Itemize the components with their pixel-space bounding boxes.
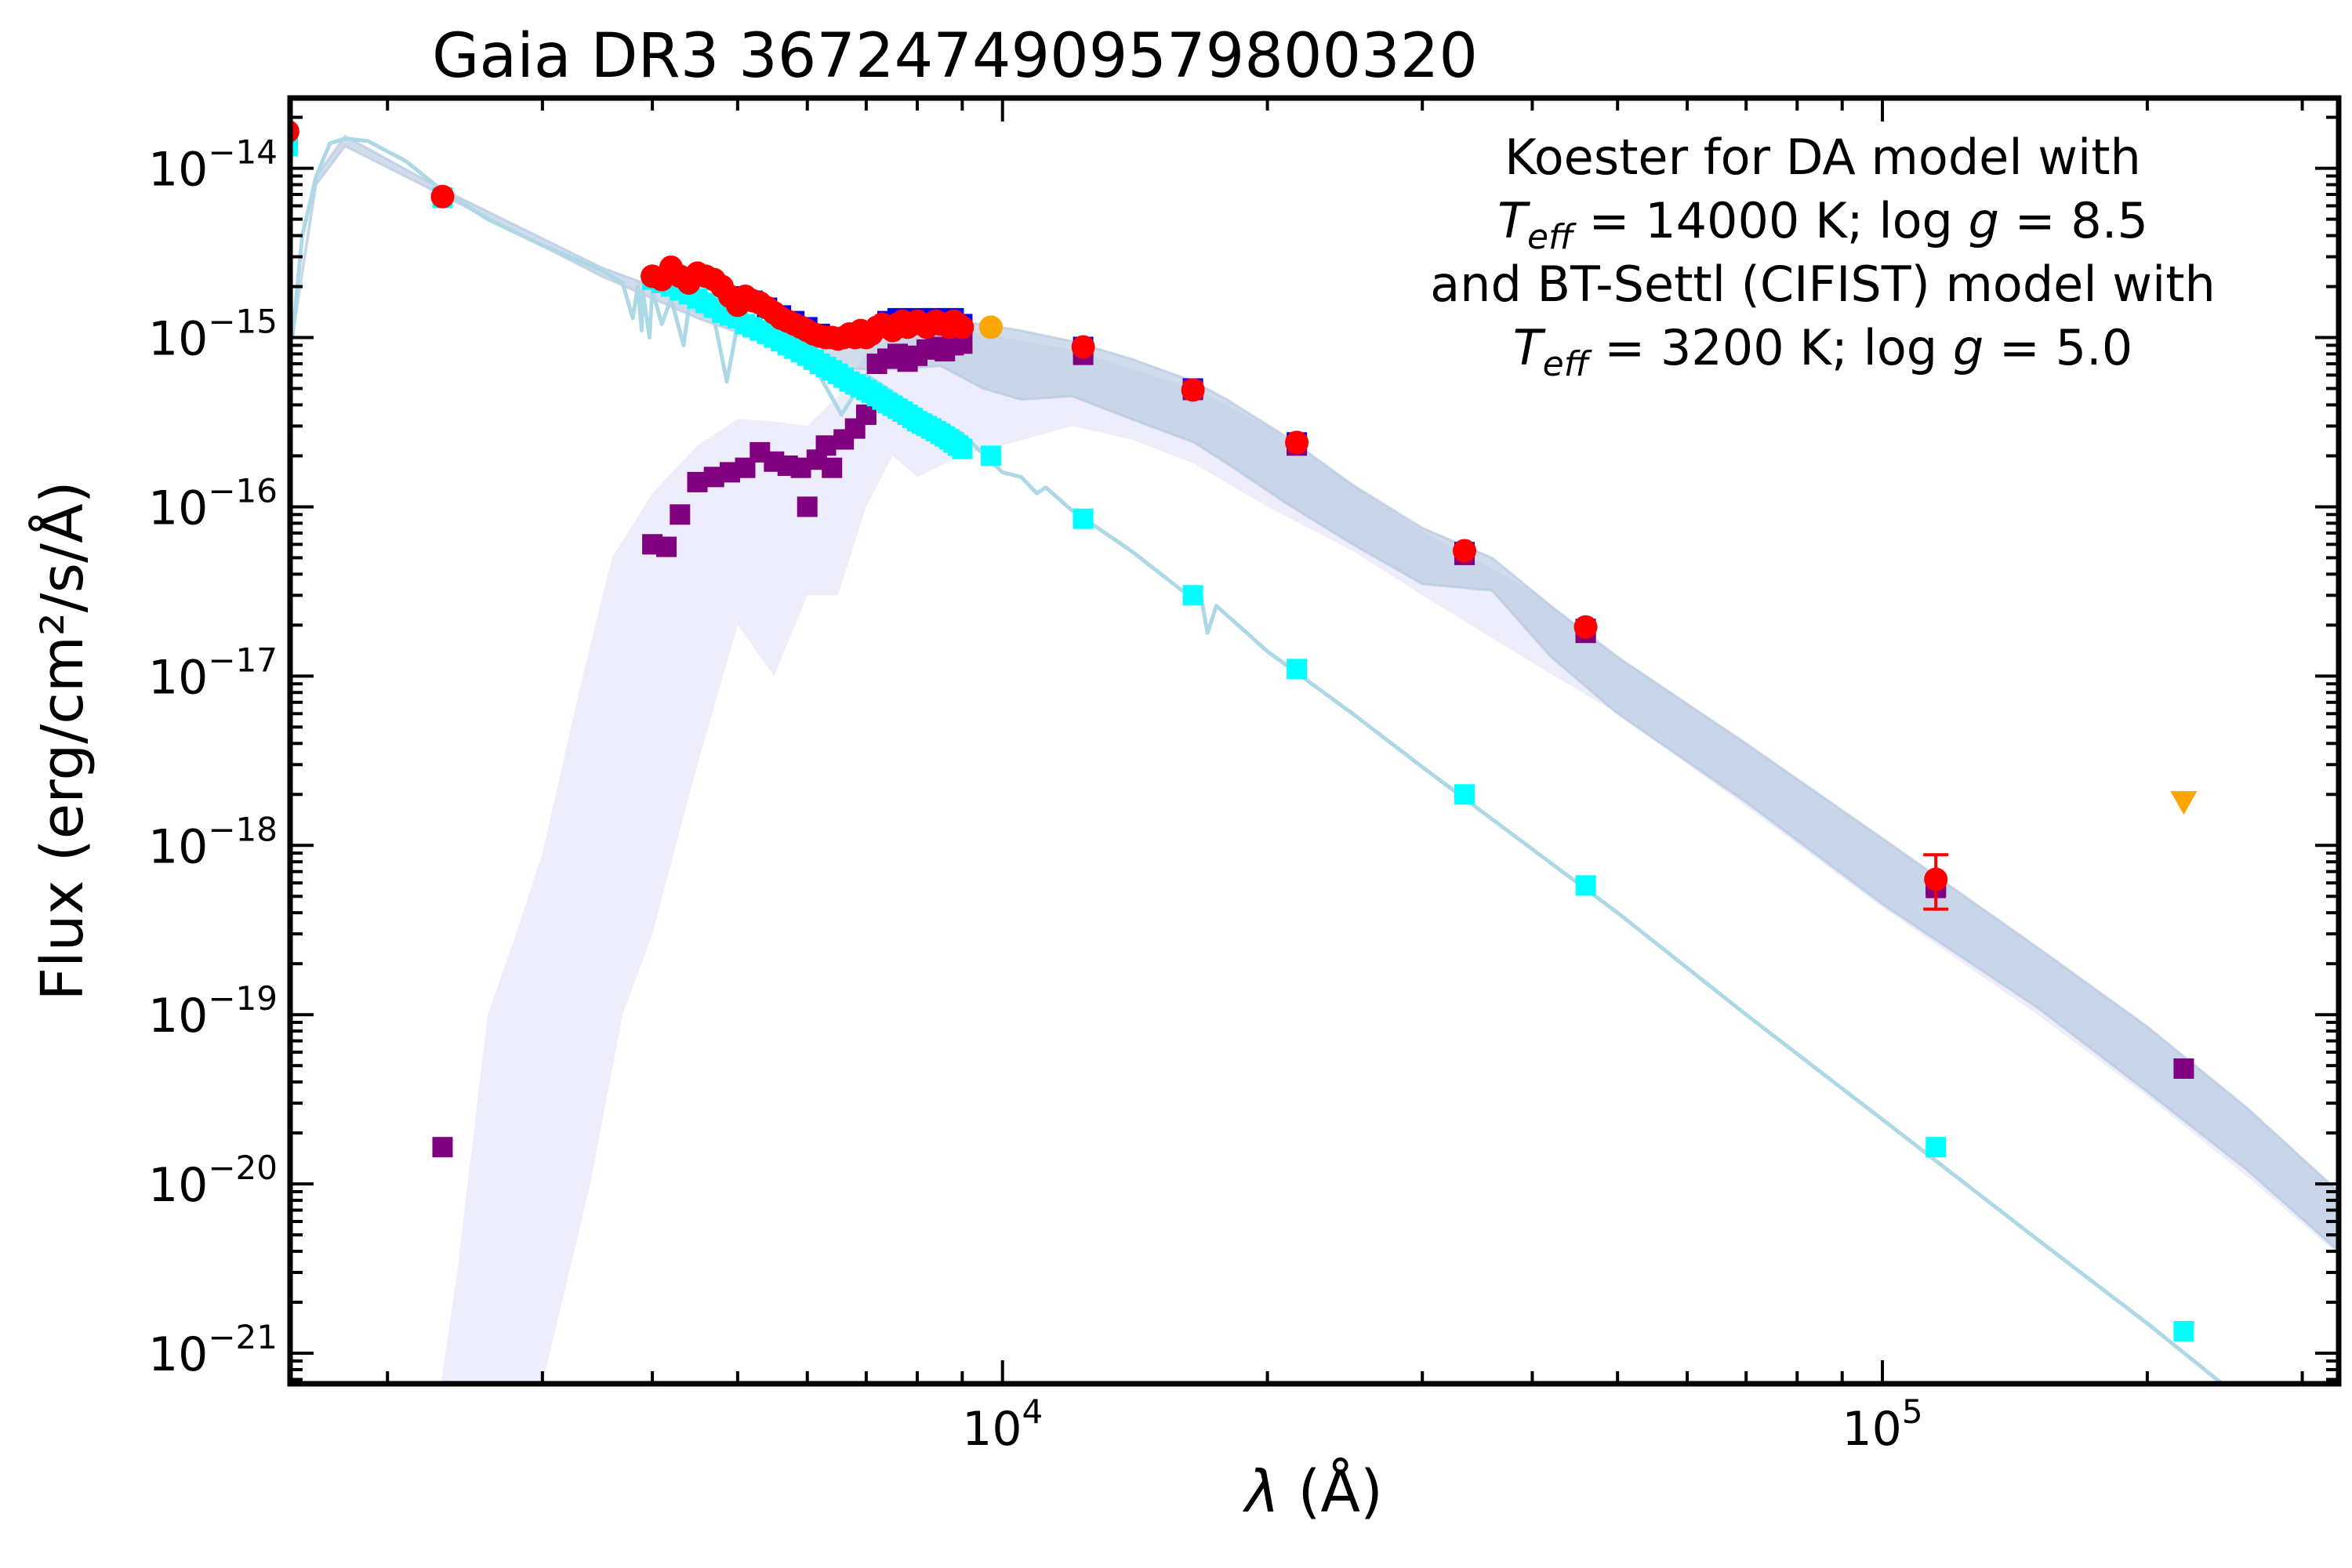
annotation-segment: = 3200 K; log bbox=[1589, 319, 1938, 376]
observed-point bbox=[1181, 378, 1205, 402]
y-tick-label: 10−21 bbox=[148, 1318, 278, 1382]
annotation-segment: and BT-Settl (CIFIST) model with bbox=[1430, 256, 2216, 313]
x-tick-label: 104 bbox=[962, 1392, 1043, 1457]
annotation-line: Teff = 3200 K; log g = 5.0 bbox=[1513, 319, 2132, 384]
x-axis-unit: (Å) bbox=[1298, 1457, 1382, 1526]
y-tick-label-exponent: −17 bbox=[208, 641, 278, 679]
y-tick-label-exponent: −18 bbox=[208, 810, 278, 848]
observed-point bbox=[1452, 539, 1476, 563]
axis-ticks bbox=[290, 98, 2339, 1384]
y-tick-label: 10−17 bbox=[148, 641, 278, 705]
excess-point bbox=[978, 315, 1003, 339]
y-tick-label: 10−19 bbox=[148, 979, 278, 1044]
y-tick-label-base: 10 bbox=[148, 989, 208, 1044]
wd-model-point bbox=[1454, 784, 1475, 805]
y-tick-label-base: 10 bbox=[148, 1327, 208, 1382]
observed-point bbox=[1573, 615, 1598, 639]
x-tick-label-base: 10 bbox=[1842, 1402, 1902, 1457]
wd-model-point bbox=[2173, 1320, 2194, 1341]
annotation-segment: g bbox=[1953, 192, 1999, 249]
x-axis-label: λ (Å) bbox=[1242, 1457, 1383, 1526]
y-tick-label: 10−16 bbox=[148, 471, 278, 535]
y-tick-label-base: 10 bbox=[148, 819, 208, 874]
upper-limit-marker bbox=[2170, 791, 2198, 815]
y-tick-label-exponent: −20 bbox=[208, 1149, 278, 1187]
observed-point bbox=[1285, 430, 1309, 455]
companion-model-point bbox=[822, 457, 843, 478]
x-tick-label-base: 10 bbox=[962, 1402, 1022, 1457]
annotation-segment: = 14000 K; log bbox=[1573, 192, 1953, 249]
x-tick-label: 105 bbox=[1842, 1392, 1923, 1457]
annotation-segment: eff bbox=[1543, 344, 1592, 384]
y-tick-label-base: 10 bbox=[148, 312, 208, 367]
observed-point bbox=[430, 184, 455, 209]
y-tick-label-exponent: −16 bbox=[208, 471, 278, 510]
wd-model-point bbox=[952, 438, 973, 459]
y-tick-label-base: 10 bbox=[148, 1158, 208, 1213]
annotation-segment: T bbox=[1497, 192, 1530, 249]
wd-model-point bbox=[1575, 875, 1596, 896]
annotation-segment: = 5.0 bbox=[1984, 319, 2132, 376]
annotation-segment: Koester for DA model with bbox=[1504, 129, 2141, 186]
chart-title: Gaia DR3 3672474909579800320 bbox=[432, 21, 1478, 92]
y-tick-label-exponent: −14 bbox=[208, 133, 278, 172]
x-axis-symbol: λ bbox=[1242, 1458, 1279, 1526]
y-tick-label-exponent: −15 bbox=[208, 303, 278, 341]
companion-spectrum-band bbox=[441, 330, 2339, 1384]
annotation-line: Koester for DA model with bbox=[1504, 129, 2141, 186]
plot-frame bbox=[287, 95, 2342, 1387]
annotation-segment: = 8.5 bbox=[1999, 192, 2148, 249]
y-tick-label-base: 10 bbox=[148, 143, 208, 198]
x-tick-label-exponent: 4 bbox=[1022, 1392, 1044, 1431]
y-tick-label: 10−14 bbox=[148, 133, 278, 198]
y-axis-label: Flux (erg/cm²/s/Å) bbox=[27, 481, 96, 1000]
annotation-line: and BT-Settl (CIFIST) model with bbox=[1430, 256, 2216, 313]
wd-model-point bbox=[290, 136, 298, 157]
wd-model-point bbox=[1287, 659, 1308, 680]
annotation-line: Teff = 14000 K; log g = 8.5 bbox=[1497, 192, 2148, 257]
companion-model-point bbox=[797, 496, 818, 517]
companion-model-point bbox=[432, 1137, 453, 1158]
annotation-segment: eff bbox=[1527, 217, 1577, 257]
model-annotation: Koester for DA model with Teff = 14000 K;… bbox=[1430, 129, 2216, 384]
y-tick-label: 10−15 bbox=[148, 303, 278, 367]
companion-model-point bbox=[2173, 1058, 2194, 1079]
y-tick-label-exponent: −21 bbox=[208, 1318, 278, 1356]
companion-model-point bbox=[815, 435, 837, 456]
axis-tick-labels: 104 10510−1410−1510−1610−1710−1810−1910−2… bbox=[148, 133, 1923, 1457]
wd-model-point bbox=[1182, 585, 1203, 606]
observed-point bbox=[950, 315, 975, 339]
wd-model-point bbox=[980, 445, 1001, 466]
wd-model-point bbox=[1073, 508, 1094, 529]
y-tick-label-exponent: −19 bbox=[208, 979, 278, 1018]
y-tick-label-base: 10 bbox=[148, 650, 208, 705]
companion-model-point bbox=[656, 536, 677, 557]
companion-model-point bbox=[670, 504, 691, 525]
y-tick-label: 10−20 bbox=[148, 1149, 278, 1213]
observed-point bbox=[1924, 867, 1948, 891]
x-tick-label-exponent: 5 bbox=[1902, 1392, 1923, 1431]
x-axis-unit-gap bbox=[1279, 1458, 1298, 1526]
annotation-segment: g bbox=[1937, 319, 1984, 376]
y-tick-label: 10−18 bbox=[148, 810, 278, 874]
observed-point bbox=[1071, 335, 1095, 359]
annotation-segment: T bbox=[1513, 319, 1546, 376]
photometry-points bbox=[290, 119, 2198, 1341]
y-tick-label-base: 10 bbox=[148, 481, 208, 535]
wd-model-point bbox=[1926, 1137, 1947, 1158]
